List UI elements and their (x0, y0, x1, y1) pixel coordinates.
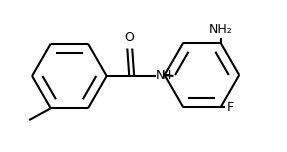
Text: NH₂: NH₂ (209, 23, 232, 36)
Text: N: N (156, 69, 165, 83)
Text: F: F (226, 101, 234, 114)
Text: H: H (162, 69, 171, 83)
Text: O: O (124, 31, 134, 44)
